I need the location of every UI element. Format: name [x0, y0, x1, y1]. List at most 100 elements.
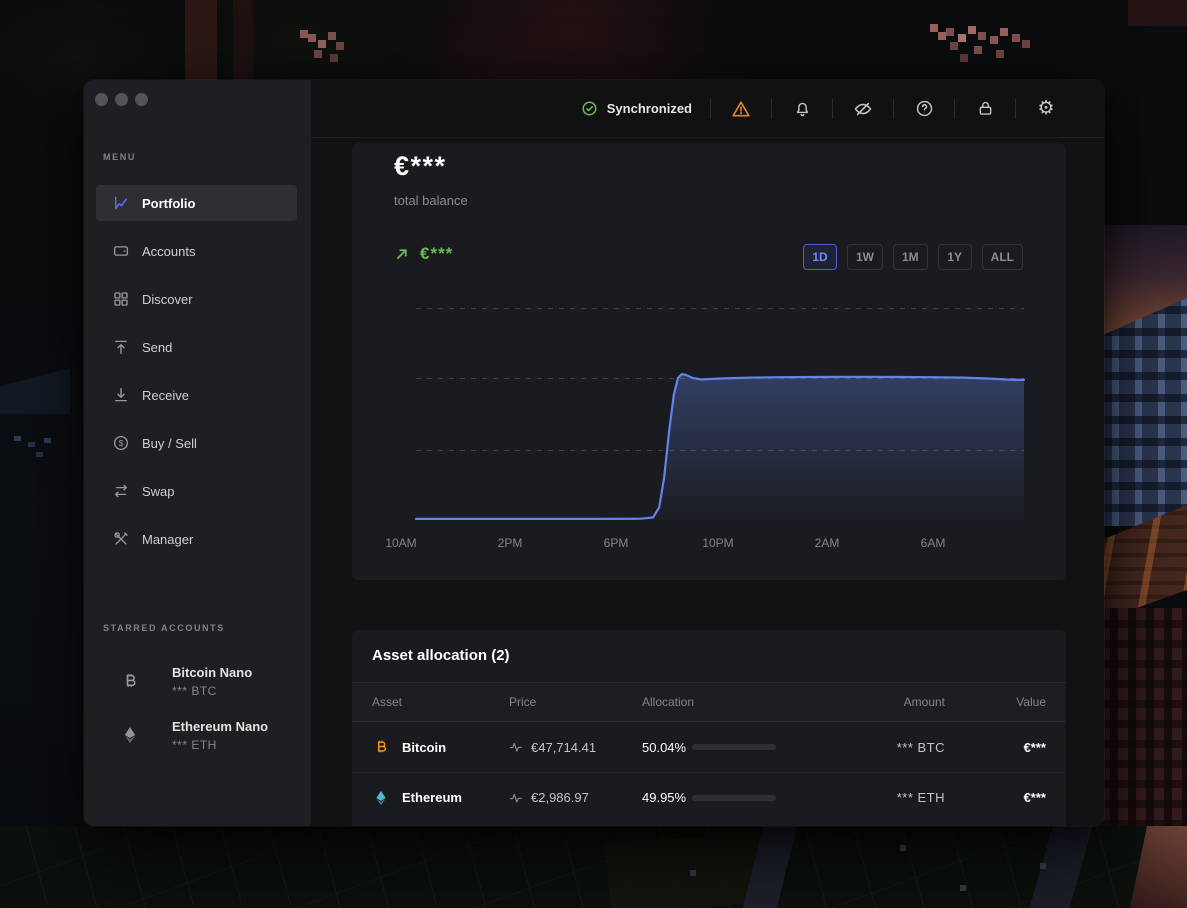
window-close-button[interactable]: [95, 93, 108, 106]
asset-value: €***: [1023, 739, 1046, 755]
wallpaper-sparkles: [900, 845, 906, 851]
eye-off-icon: [854, 102, 872, 115]
sidebar-item-label: Swap: [142, 483, 175, 499]
asset-allocation-title: Asset allocation (2): [372, 647, 510, 664]
asset-price: €47,714.41: [531, 739, 597, 755]
sidebar-item-discover[interactable]: Discover: [96, 281, 297, 317]
wallet-icon: [112, 242, 130, 260]
tools-icon: [112, 530, 130, 548]
sidebar-item-label: Portfolio: [142, 195, 196, 211]
balance-chart: [414, 373, 1026, 521]
wallpaper-ground: [0, 826, 1187, 908]
sidebar-item-receive[interactable]: Receive: [96, 377, 297, 413]
allocation-percent: 49.95%: [642, 790, 687, 805]
x-axis-tick: 2AM: [814, 536, 840, 550]
sidebar-item-swap[interactable]: Swap: [96, 473, 297, 509]
svg-text:$: $: [119, 439, 124, 448]
activity-icon: [509, 793, 522, 803]
asset-cell: Ethereum: [372, 789, 509, 807]
asset-cell: Bitcoin: [372, 738, 509, 756]
portfolio-card: €*** total balance €*** 1D 1W 1M 1Y ALL: [352, 143, 1066, 580]
starred-account-amount: *** ETH: [172, 738, 217, 752]
balance-area-path: [416, 374, 1024, 521]
table-row-ethereum[interactable]: Ethereum €2,986.97 49.95% *** ETH: [352, 772, 1066, 822]
price-cell: €2,986.97: [509, 790, 642, 805]
discreet-mode-button[interactable]: [851, 97, 875, 121]
grid-icon: [112, 290, 130, 308]
send-arrow-up-icon: [112, 338, 130, 356]
x-axis-tick: 2PM: [497, 536, 523, 550]
ethereum-icon: [120, 725, 140, 745]
topbar: Synchronized: [311, 80, 1104, 138]
x-axis-tick: 10AM: [385, 536, 417, 550]
wallpaper-corner-leaves: [1128, 0, 1187, 26]
asset-allocation-card: Asset allocation (2) Asset Price Allocat…: [352, 630, 1066, 826]
topbar-divider: [1015, 98, 1016, 119]
main-content: €*** total balance €*** 1D 1W 1M 1Y ALL: [311, 138, 1104, 826]
allocation-bar: [692, 794, 776, 801]
check-circle-icon: [581, 100, 598, 117]
balance-delta: €***: [393, 244, 453, 264]
sidebar-item-portfolio[interactable]: Portfolio: [96, 185, 297, 221]
column-header-allocation: Allocation: [642, 695, 695, 709]
topbar-divider: [893, 98, 894, 119]
sidebar-item-accounts[interactable]: Accounts: [96, 233, 297, 269]
notifications-button[interactable]: [790, 97, 814, 121]
window-zoom-button[interactable]: [135, 93, 148, 106]
warning-button[interactable]: [729, 97, 753, 121]
range-1w-button[interactable]: 1W: [847, 244, 883, 270]
column-header-value: Value: [1016, 695, 1046, 709]
help-button[interactable]: [912, 97, 936, 121]
lock-button[interactable]: [973, 97, 997, 121]
asset-price: €2,986.97: [531, 790, 589, 805]
window-minimize-button[interactable]: [115, 93, 128, 106]
sidebar-item-manager[interactable]: Manager: [96, 521, 297, 557]
range-1d-button[interactable]: 1D: [803, 244, 837, 270]
sidebar-item-send[interactable]: Send: [96, 329, 297, 365]
x-axis-tick: 10PM: [702, 536, 734, 550]
wallpaper-awning: [1095, 505, 1187, 623]
x-axis-tick: 6AM: [920, 536, 946, 550]
app-window: MENU Portfolio Accounts: [83, 79, 1105, 827]
wallpaper-blue-building: [1104, 298, 1187, 526]
sidebar-item-label: Receive: [142, 387, 189, 403]
sidebar-nav: Portfolio Accounts Discover: [96, 185, 297, 569]
wallpaper-blossom: [300, 30, 308, 38]
starred-account-bitcoin-nano[interactable]: Bitcoin Nano *** BTC: [108, 663, 301, 707]
topbar-divider: [710, 98, 711, 119]
sidebar-item-label: Send: [142, 339, 173, 355]
wallpaper-blossom: [930, 24, 938, 32]
lock-icon: [979, 101, 991, 115]
warning-icon: [732, 100, 750, 116]
topbar-divider: [832, 98, 833, 119]
column-header-asset: Asset: [372, 695, 403, 709]
range-all-button[interactable]: ALL: [981, 244, 1023, 270]
asset-amount: *** ETH: [896, 790, 945, 805]
allocation-cell: 50.04%: [642, 740, 862, 755]
ethereum-icon: [372, 789, 390, 807]
total-balance-caption: total balance: [394, 193, 468, 208]
sync-status-button[interactable]: Synchronized: [581, 100, 692, 117]
wallpaper-red-building: [1100, 608, 1187, 840]
sidebar-item-label: Discover: [142, 291, 193, 307]
x-axis-tick: 6PM: [603, 536, 629, 550]
starred-section-label: STARRED ACCOUNTS: [103, 623, 225, 633]
price-cell: €47,714.41: [509, 740, 642, 755]
sidebar-item-buy-sell[interactable]: $ Buy / Sell: [96, 425, 297, 461]
window-controls: [95, 93, 148, 106]
activity-icon: [509, 742, 522, 752]
starred-account-ethereum-nano[interactable]: Ethereum Nano *** ETH: [108, 717, 301, 761]
settings-button[interactable]: ⚙: [1034, 97, 1058, 121]
table-row-bitcoin[interactable]: Bitcoin €47,714.41 50.04% *** BTC: [352, 722, 1066, 772]
portfolio-chart-icon: [112, 194, 130, 212]
wallpaper-left-windows: [14, 436, 21, 441]
arrow-up-right-icon: [393, 245, 411, 263]
settings-icon: ⚙: [1037, 97, 1055, 119]
range-1m-button[interactable]: 1M: [893, 244, 928, 270]
asset-amount: *** BTC: [896, 739, 945, 755]
dollar-circle-icon: $: [112, 434, 130, 452]
allocation-bar: [692, 744, 776, 750]
range-1y-button[interactable]: 1Y: [937, 244, 972, 270]
bell-icon: [796, 102, 808, 117]
